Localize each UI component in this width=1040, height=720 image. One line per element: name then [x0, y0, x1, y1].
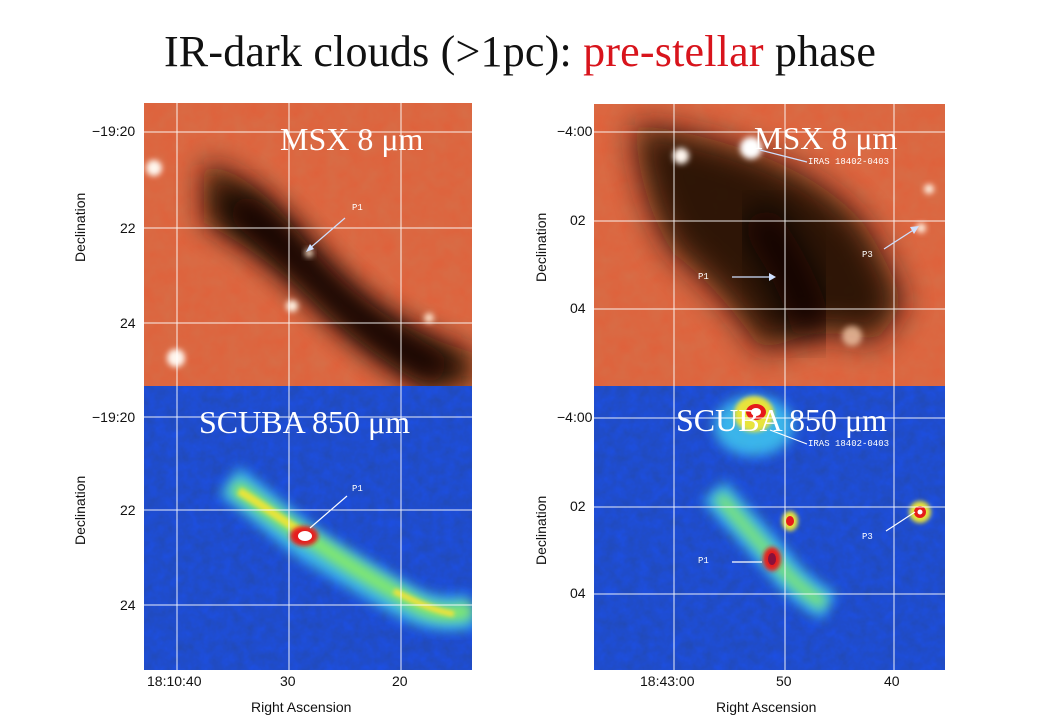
right-scuba-iras-label: IRAS 18402-0403 — [808, 439, 890, 449]
left-x-tick: 30 — [280, 673, 296, 689]
left-x-axis-label: Right Ascension — [251, 699, 352, 715]
right-msx-panel: MSX 8 μm IRAS 18402-0403 P1 P3 — [594, 104, 945, 386]
right-msx-iras-label: IRAS 18402-0403 — [808, 157, 890, 167]
right-top-y-tick: −4:00 — [557, 123, 593, 139]
right-scuba-band-label: SCUBA 850 μm — [676, 402, 887, 438]
left-bottom-y-tick: −19:20 — [92, 409, 136, 425]
right-top-y-axis-label: Declination — [533, 212, 549, 282]
left-scuba-band-label: SCUBA 850 μm — [199, 404, 410, 440]
left-scuba-panel: SCUBA 850 μm P1 — [144, 386, 472, 670]
left-x-tick: 20 — [392, 673, 408, 689]
right-x-axis-label: Right Ascension — [716, 699, 817, 715]
left-top-y-tick: 24 — [120, 315, 136, 331]
right-top-y-tick: 02 — [570, 212, 586, 228]
right-x-tick: 50 — [776, 673, 792, 689]
right-x-tick: 40 — [884, 673, 900, 689]
right-scuba-p3-label: P3 — [862, 532, 873, 542]
left-scuba-p1-label: P1 — [352, 484, 363, 494]
left-msx-panel: MSX 8 μm P1 — [144, 103, 472, 386]
right-bottom-y-tick: −4:00 — [557, 409, 593, 425]
right-bottom-y-tick: 04 — [570, 585, 586, 601]
right-msx-p1-label: P1 — [698, 272, 709, 282]
slide-title: IR-dark clouds (>1pc): pre-stellar phase — [0, 26, 1040, 77]
left-msx-p1-label: P1 — [352, 203, 363, 213]
right-scuba-p1-label: P1 — [698, 556, 709, 566]
left-top-y-tick: −19:20 — [92, 123, 136, 139]
left-top-y-tick: 22 — [120, 220, 136, 236]
left-x-tick: 18:10:40 — [147, 673, 202, 689]
right-top-y-tick: 04 — [570, 300, 586, 316]
right-msx-band-label: MSX 8 μm — [754, 120, 898, 156]
right-scuba-panel: SCUBA 850 μm IRAS 18402-0403 P1 P3 — [594, 386, 945, 670]
left-top-y-axis-label: Declination — [72, 192, 88, 262]
right-x-tick: 18:43:00 — [640, 673, 695, 689]
left-bottom-y-tick: 24 — [120, 597, 136, 613]
left-bottom-y-tick: 22 — [120, 502, 136, 518]
left-msx-band-label: MSX 8 μm — [280, 121, 424, 157]
right-bottom-y-axis-label: Declination — [533, 495, 549, 565]
left-bottom-y-axis-label: Declination — [72, 475, 88, 545]
title-tail: phase — [763, 27, 877, 76]
title-highlight: pre-stellar — [583, 27, 764, 76]
right-bottom-y-tick: 02 — [570, 498, 586, 514]
right-msx-p3-label: P3 — [862, 250, 873, 260]
title-main: IR-dark clouds (>1pc): — [163, 27, 584, 76]
